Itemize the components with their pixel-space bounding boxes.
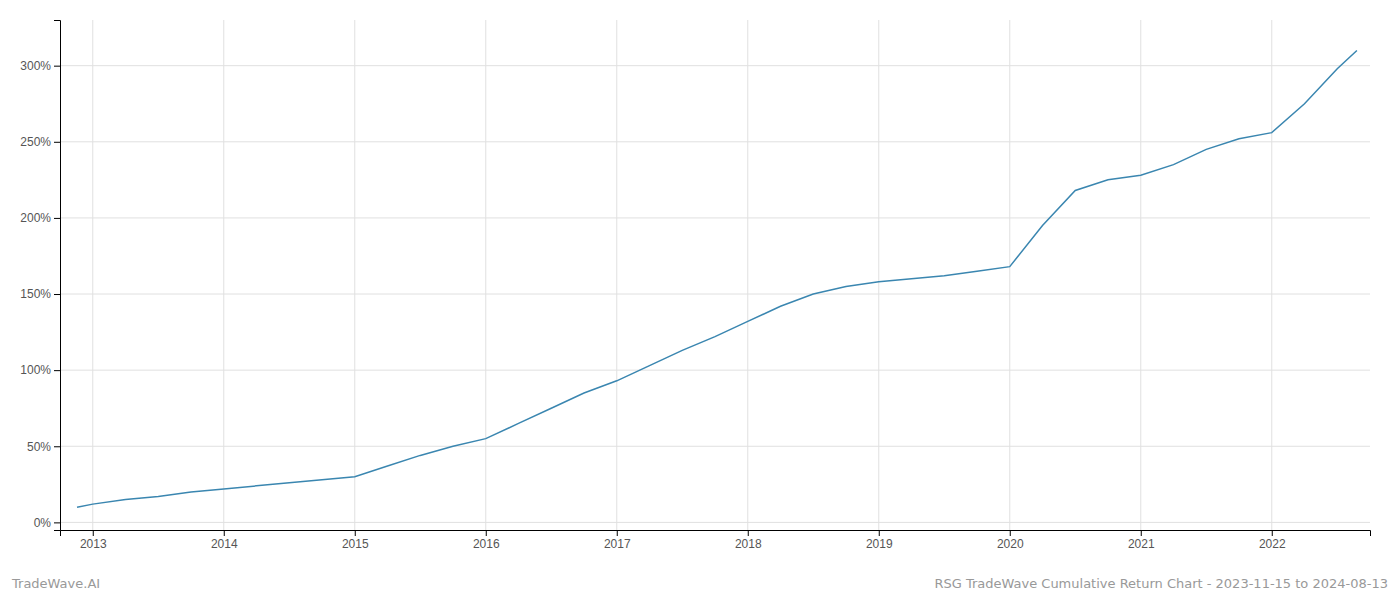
axis-line [61, 531, 1371, 537]
tick-mark [54, 294, 60, 295]
tick-label: 150% [20, 287, 51, 301]
tick-label: 200% [20, 211, 51, 225]
tick-mark [54, 142, 60, 143]
tick: 250% [20, 135, 60, 149]
tick: 200% [20, 211, 60, 225]
axis-line [54, 21, 61, 531]
grid-line [1271, 20, 1272, 530]
grid-line [60, 294, 1370, 295]
plot: 2013 2014 2015 2016 2017 2018 2019 2020 2021 2022… [20, 20, 1370, 551]
tick-mark [486, 530, 487, 536]
y-axis: 0% 50% 100% 150% 200% 250% 300% [20, 21, 60, 531]
tick: 2014 [211, 530, 238, 551]
grid-line [92, 20, 93, 530]
tick-mark [1141, 530, 1142, 536]
tick: 2020 [997, 530, 1024, 551]
tick-label: 2018 [735, 537, 762, 551]
marks [77, 50, 1357, 507]
grid-line [60, 446, 1370, 447]
grid-line [1009, 20, 1010, 530]
grid-line [1140, 20, 1141, 530]
tick: 300% [20, 59, 60, 73]
grid-line [616, 20, 617, 530]
tick-mark [93, 530, 94, 536]
title: RSG TradeWave Cumulative Return Chart - … [934, 576, 1388, 591]
line [77, 50, 1357, 507]
tick: 2021 [1128, 530, 1155, 551]
grid-line [60, 141, 1370, 142]
grid-line [747, 20, 748, 530]
tick: 2017 [604, 530, 631, 551]
tick: 2022 [1259, 530, 1286, 551]
tick: 2016 [473, 530, 500, 551]
grid [60, 20, 1370, 530]
tick: 2018 [735, 530, 762, 551]
grid-line [60, 217, 1370, 218]
tick-label: 250% [20, 135, 51, 149]
grid-line [354, 20, 355, 530]
tick-label: 2015 [342, 537, 369, 551]
tick-mark [879, 530, 880, 536]
tick: 2013 [80, 530, 107, 551]
tick-label: 2022 [1259, 537, 1286, 551]
x-axis: 2013 2014 2015 2016 2017 2018 2019 2020 2021 2022 [61, 530, 1371, 551]
grid-line [878, 20, 879, 530]
tick-label: 2014 [211, 537, 238, 551]
tick-mark [355, 530, 356, 536]
tick-label: 2019 [866, 537, 893, 551]
tick-label: 0% [34, 516, 52, 530]
tick-mark [748, 530, 749, 536]
tick: 2019 [866, 530, 893, 551]
tick-label: 2017 [604, 537, 631, 551]
tick-mark [1010, 530, 1011, 536]
tick-label: 50% [27, 440, 51, 454]
tick-label: 2020 [997, 537, 1024, 551]
tick: 50% [27, 440, 60, 454]
tick-mark [54, 522, 60, 523]
tick-label: 2016 [473, 537, 500, 551]
tick: 2015 [342, 530, 369, 551]
tick-mark [617, 530, 618, 536]
tick-label: 100% [20, 363, 51, 377]
tick-mark [54, 218, 60, 219]
tick-mark [1272, 530, 1273, 536]
watermark: TradeWave.AI [11, 576, 100, 591]
chart: 2013 2014 2015 2016 2017 2018 2019 2020 2021 2022… [0, 0, 1400, 600]
grid-line [60, 370, 1370, 371]
tick-mark [54, 370, 60, 371]
tick-mark [54, 446, 60, 447]
tick: 100% [20, 363, 60, 377]
grid-line [60, 522, 1370, 523]
tick-label: 2013 [80, 537, 107, 551]
tick-label: 300% [20, 59, 51, 73]
tick-label: 2021 [1128, 537, 1155, 551]
grid-line [60, 65, 1370, 66]
tick-mark [224, 530, 225, 536]
grid-line [223, 20, 224, 530]
tick: 150% [20, 287, 60, 301]
tick: 0% [34, 516, 60, 530]
grid-line [485, 20, 486, 530]
tick-mark [54, 66, 60, 67]
